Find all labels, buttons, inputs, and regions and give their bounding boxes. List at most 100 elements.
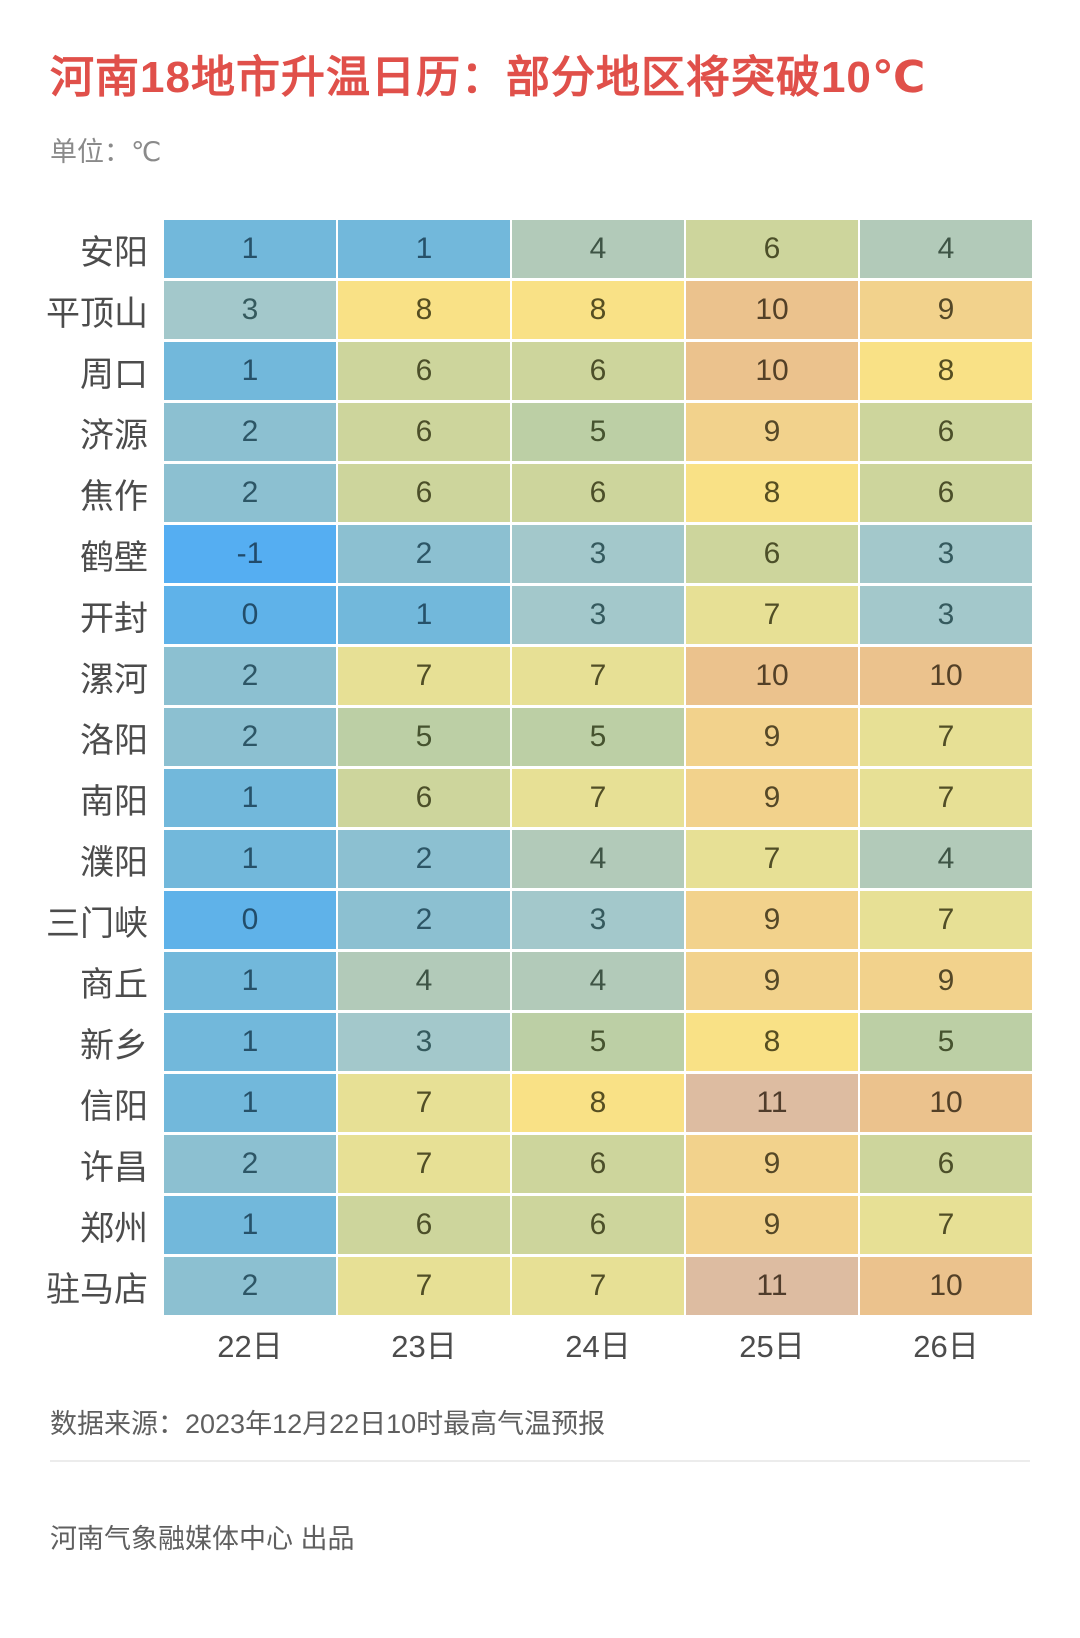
row-label: 郑州 [80, 1209, 148, 1248]
heatmap-cell: 9 [860, 952, 1032, 1011]
heatmap-cell: 6 [512, 1196, 684, 1255]
unit-label: 单位：℃ [50, 137, 162, 167]
heatmap-cell: 7 [860, 708, 1032, 767]
heatmap-cell: 1 [164, 952, 336, 1011]
heatmap-cell: 9 [686, 403, 858, 462]
heatmap-cell: 1 [164, 1196, 336, 1255]
heatmap-cell: 7 [512, 647, 684, 706]
heatmap-cell: 7 [860, 1196, 1032, 1255]
heatmap-cell: 2 [164, 708, 336, 767]
heatmap-cell: -1 [164, 525, 336, 584]
heatmap-cell: 1 [164, 342, 336, 401]
heatmap-cell: 5 [512, 1013, 684, 1072]
heatmap-table: 安阳 1 1 4 6 4 平顶山 3 8 8 10 9 周口 1 6 6 10 8 济源 2 6 5 9 6 焦作 2 6 6 8 6 鹤壁… [0, 220, 1032, 1316]
heatmap-cell: 5 [512, 403, 684, 462]
heatmap-cell: 3 [512, 891, 684, 950]
heatmap-cell: 3 [338, 1013, 510, 1072]
row-label: 济源 [80, 416, 148, 455]
heatmap-cell: 6 [338, 1196, 510, 1255]
heatmap-cell: 5 [860, 1013, 1032, 1072]
heatmap-cell: 3 [512, 586, 684, 645]
heatmap-cell: 10 [686, 281, 858, 340]
heatmap-cell: 1 [164, 1074, 336, 1133]
row-label: 焦作 [80, 477, 148, 516]
heatmap-cell: 6 [512, 464, 684, 523]
heatmap-cell: 7 [860, 891, 1032, 950]
x-axis-label: 26日 [913, 1329, 979, 1365]
heatmap-cell: 8 [512, 281, 684, 340]
heatmap-cell: 3 [164, 281, 336, 340]
data-source-note: 数据来源：2023年12月22日10时最高气温预报 [50, 1409, 606, 1440]
heatmap-cell: 4 [338, 952, 510, 1011]
heatmap-cell: 1 [164, 769, 336, 828]
heatmap-cell: 9 [686, 769, 858, 828]
heatmap-cell: 0 [164, 891, 336, 950]
heatmap-cell: 2 [164, 403, 336, 462]
divider [50, 1460, 1030, 1463]
heatmap-cell: 5 [512, 708, 684, 767]
row-label: 三门峡 [46, 904, 148, 943]
heatmap-cell: 4 [512, 830, 684, 889]
heatmap-cell: 1 [164, 220, 336, 279]
heatmap-cell: 6 [686, 525, 858, 584]
x-axis-label: 25日 [739, 1329, 805, 1365]
credit-note: 河南气象融媒体中心 出品 [50, 1524, 355, 1555]
row-label: 洛阳 [80, 721, 148, 760]
x-axis-label: 23日 [391, 1329, 457, 1365]
heatmap-cell: 9 [686, 1135, 858, 1194]
row-label: 周口 [80, 355, 148, 394]
heatmap-cell: 2 [338, 891, 510, 950]
heatmap-cell: 6 [338, 403, 510, 462]
heatmap-cell: 10 [686, 342, 858, 401]
heatmap-cell: 10 [860, 647, 1032, 706]
heatmap-cell: 6 [686, 220, 858, 279]
heatmap-cell: 10 [686, 647, 858, 706]
row-label: 许昌 [80, 1148, 148, 1187]
heatmap-cell: 7 [686, 586, 858, 645]
heatmap-cell: 6 [860, 464, 1032, 523]
heatmap-cell: 3 [860, 586, 1032, 645]
heatmap-cell: 2 [338, 830, 510, 889]
heatmap-cell: 6 [860, 403, 1032, 462]
heatmap-cell: 9 [686, 1196, 858, 1255]
heatmap-cell: 9 [686, 891, 858, 950]
row-label: 漯河 [80, 660, 148, 699]
heatmap-cell: 2 [338, 525, 510, 584]
x-axis-row: 22日 23日 24日 25日 26日 [0, 1327, 1032, 1367]
heatmap-cell: 5 [338, 708, 510, 767]
heatmap-cell: 4 [512, 220, 684, 279]
heatmap-cell: 6 [338, 769, 510, 828]
heatmap-cell: 7 [338, 647, 510, 706]
heatmap-cell: 6 [338, 342, 510, 401]
heatmap-cell: 6 [512, 342, 684, 401]
heatmap-cell: 7 [686, 830, 858, 889]
heatmap-cell: 7 [512, 769, 684, 828]
heatmap-cell: 3 [860, 525, 1032, 584]
row-label: 新乡 [80, 1026, 148, 1065]
row-label: 鹤壁 [80, 538, 148, 577]
heatmap-cell: 0 [164, 586, 336, 645]
heatmap-cell: 9 [686, 952, 858, 1011]
heatmap-cell: 10 [860, 1257, 1032, 1316]
heatmap-cell: 8 [512, 1074, 684, 1133]
heatmap-cell: 8 [686, 464, 858, 523]
heatmap-cell: 7 [338, 1135, 510, 1194]
row-label: 南阳 [80, 782, 148, 821]
heatmap-cell: 7 [338, 1074, 510, 1133]
heatmap-cell: 2 [164, 647, 336, 706]
heatmap-cell: 6 [860, 1135, 1032, 1194]
heatmap-cell: 10 [860, 1074, 1032, 1133]
heatmap-cell: 6 [338, 464, 510, 523]
heatmap-cell: 1 [338, 220, 510, 279]
row-label: 濮阳 [80, 843, 148, 882]
x-axis-label: 24日 [565, 1329, 631, 1365]
heatmap-cell: 4 [860, 830, 1032, 889]
row-label: 驻马店 [46, 1270, 148, 1309]
heatmap-cell: 4 [860, 220, 1032, 279]
heatmap-cell: 2 [164, 1257, 336, 1316]
heatmap-cell: 8 [860, 342, 1032, 401]
x-axis-spacer [0, 1327, 162, 1367]
heatmap-cell: 1 [164, 1013, 336, 1072]
heatmap-cell: 6 [512, 1135, 684, 1194]
heatmap-cell: 7 [512, 1257, 684, 1316]
